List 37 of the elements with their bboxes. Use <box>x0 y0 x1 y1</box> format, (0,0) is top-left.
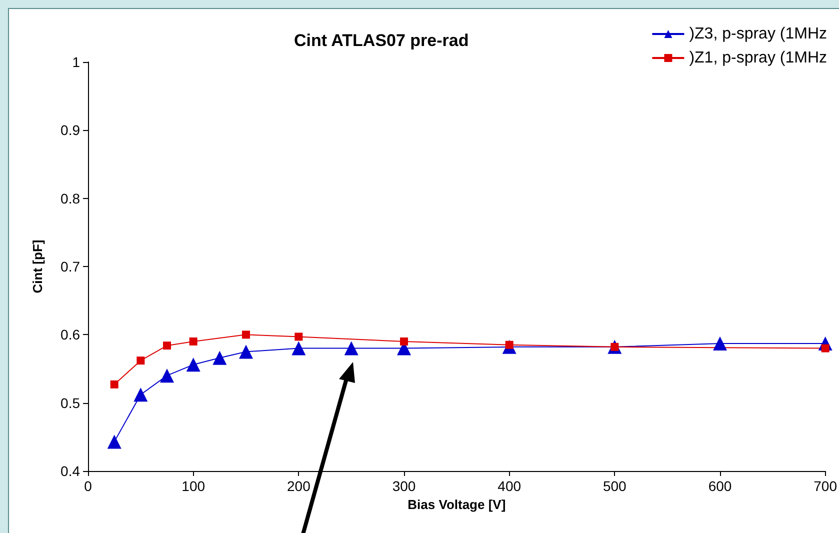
point <box>242 330 250 339</box>
point <box>344 341 358 356</box>
point <box>136 356 145 365</box>
point <box>189 337 198 346</box>
point <box>292 341 306 356</box>
y-axis-title: Cint [pF] <box>30 240 45 294</box>
point <box>294 332 303 341</box>
y-tick-label: 0.8 <box>60 190 80 206</box>
x-tick-label: 0 <box>84 478 92 494</box>
legend-label: )Z3, p-spray (1MHz <box>689 26 827 42</box>
x-tick-label: 200 <box>286 478 311 494</box>
point <box>110 380 118 388</box>
y-tick-label: 0.4 <box>60 463 80 479</box>
point <box>821 344 830 352</box>
x-tick-label: 600 <box>708 478 732 494</box>
point <box>107 434 122 449</box>
point <box>163 342 171 350</box>
point <box>212 350 227 365</box>
point <box>712 336 727 351</box>
point <box>400 337 408 346</box>
point <box>134 388 148 402</box>
y-tick-label: 0.9 <box>60 122 80 138</box>
point <box>160 368 174 383</box>
x-tick-label: 300 <box>392 478 416 494</box>
x-tick-label: 100 <box>182 478 206 494</box>
x-tick-label: 700 <box>814 478 838 494</box>
point <box>238 344 253 359</box>
x-tick-label: 400 <box>498 478 522 494</box>
y-tick-label: 0.7 <box>60 258 80 274</box>
y-tick-label: 1 <box>72 54 80 70</box>
y-tick-label: 0.6 <box>60 326 80 343</box>
x-tick-label: 500 <box>602 478 627 494</box>
y-tick-label: 0.5 <box>60 394 80 411</box>
legend-label: )Z1, p-spray (1MHz <box>689 50 827 66</box>
chart-title: Cint ATLAS07 pre-rad <box>294 31 469 50</box>
point <box>186 358 200 372</box>
x-axis-title: Bias Voltage [V] <box>408 496 506 512</box>
